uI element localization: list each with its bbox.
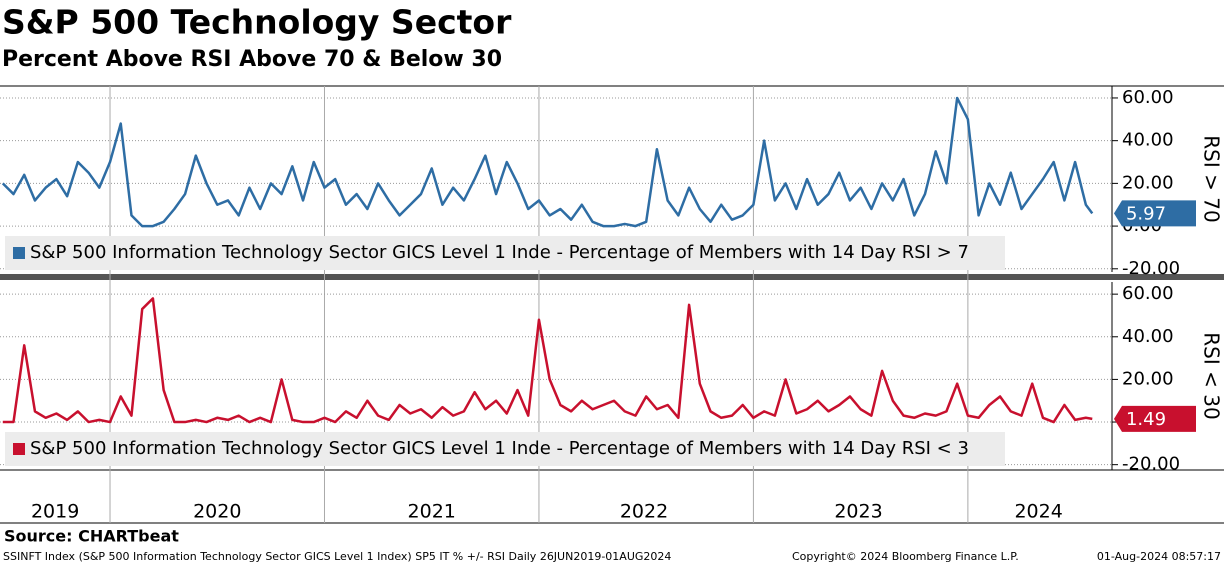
chart-title: S&P 500 Technology Sector — [2, 3, 512, 42]
legend-swatch — [13, 247, 25, 259]
y-tick-label: -20.00 — [1122, 454, 1180, 475]
last-value-tag — [1114, 200, 1196, 227]
source: Source: CHARTbeat — [4, 527, 179, 546]
x-tick-label: 2022 — [620, 501, 668, 523]
x-tick-label: 2021 — [408, 501, 456, 523]
x-tick-label: 2020 — [193, 501, 241, 523]
chart-subtitle: Percent Above RSI Above 70 & Below 30 — [2, 47, 502, 72]
footer-timestamp: 01-Aug-2024 08:57:17 — [1097, 550, 1221, 563]
y-axis-title: RSI < 30 — [1200, 332, 1224, 419]
series-line — [2, 297, 1093, 424]
legend-label: S&P 500 Information Technology Sector GI… — [30, 438, 969, 459]
footer-description: SSINFT Index (S&P 500 Information Techno… — [3, 550, 671, 563]
legend-label: S&P 500 Information Technology Sector GI… — [30, 242, 969, 263]
x-tick-label: 2019 — [31, 501, 79, 523]
y-tick-label: -20.00 — [1122, 258, 1180, 279]
last-value-label: 5.97 — [1126, 203, 1166, 224]
last-value-label: 1.49 — [1126, 409, 1166, 430]
series-line — [1, 96, 1094, 228]
y-tick-label: 20.00 — [1122, 368, 1174, 389]
legend-box — [5, 236, 1005, 270]
x-tick-label: 2023 — [834, 501, 882, 523]
x-tick-label: 2024 — [1014, 501, 1062, 523]
y-tick-label: 40.00 — [1122, 326, 1174, 347]
legend-box — [5, 432, 1005, 466]
y-tick-label: 20.00 — [1122, 172, 1174, 193]
y-tick-label: 60.00 — [1122, 283, 1174, 304]
footer-copyright: Copyright© 2024 Bloomberg Finance L.P. — [792, 550, 1019, 563]
y-tick-label: 60.00 — [1122, 87, 1174, 108]
legend-swatch — [13, 443, 25, 455]
y-axis-title: RSI > 70 — [1200, 135, 1224, 222]
panel-divider — [0, 274, 1224, 280]
last-value-tag — [1114, 405, 1196, 432]
y-tick-label: 40.00 — [1122, 130, 1174, 151]
